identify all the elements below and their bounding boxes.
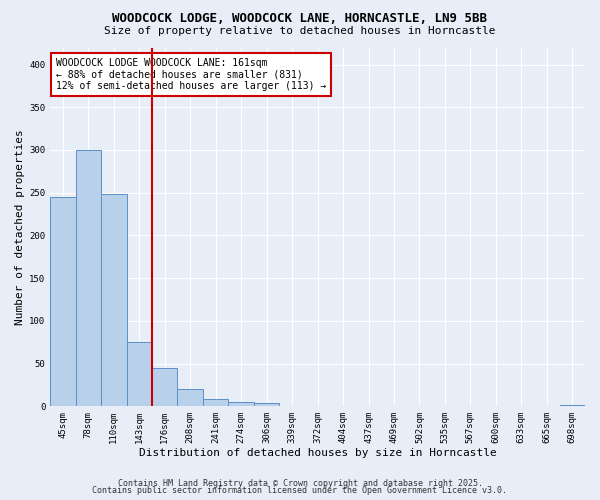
Text: Contains HM Land Registry data © Crown copyright and database right 2025.: Contains HM Land Registry data © Crown c…: [118, 478, 482, 488]
Bar: [560, 404, 585, 406]
Bar: [76, 150, 101, 406]
Text: Contains public sector information licensed under the Open Government Licence v3: Contains public sector information licen…: [92, 486, 508, 495]
Text: WOODCOCK LODGE WOODCOCK LANE: 161sqm
← 88% of detached houses are smaller (831)
: WOODCOCK LODGE WOODCOCK LANE: 161sqm ← 8…: [56, 58, 326, 92]
Bar: [101, 194, 127, 406]
Text: WOODCOCK LODGE, WOODCOCK LANE, HORNCASTLE, LN9 5BB: WOODCOCK LODGE, WOODCOCK LANE, HORNCASTL…: [113, 12, 487, 26]
Text: Size of property relative to detached houses in Horncastle: Size of property relative to detached ho…: [104, 26, 496, 36]
Bar: [229, 402, 254, 406]
Bar: [50, 197, 76, 406]
Bar: [152, 368, 178, 406]
X-axis label: Distribution of detached houses by size in Horncastle: Distribution of detached houses by size …: [139, 448, 496, 458]
Bar: [254, 403, 280, 406]
Bar: [178, 389, 203, 406]
Bar: [127, 342, 152, 406]
Bar: [203, 398, 229, 406]
Y-axis label: Number of detached properties: Number of detached properties: [15, 129, 25, 324]
